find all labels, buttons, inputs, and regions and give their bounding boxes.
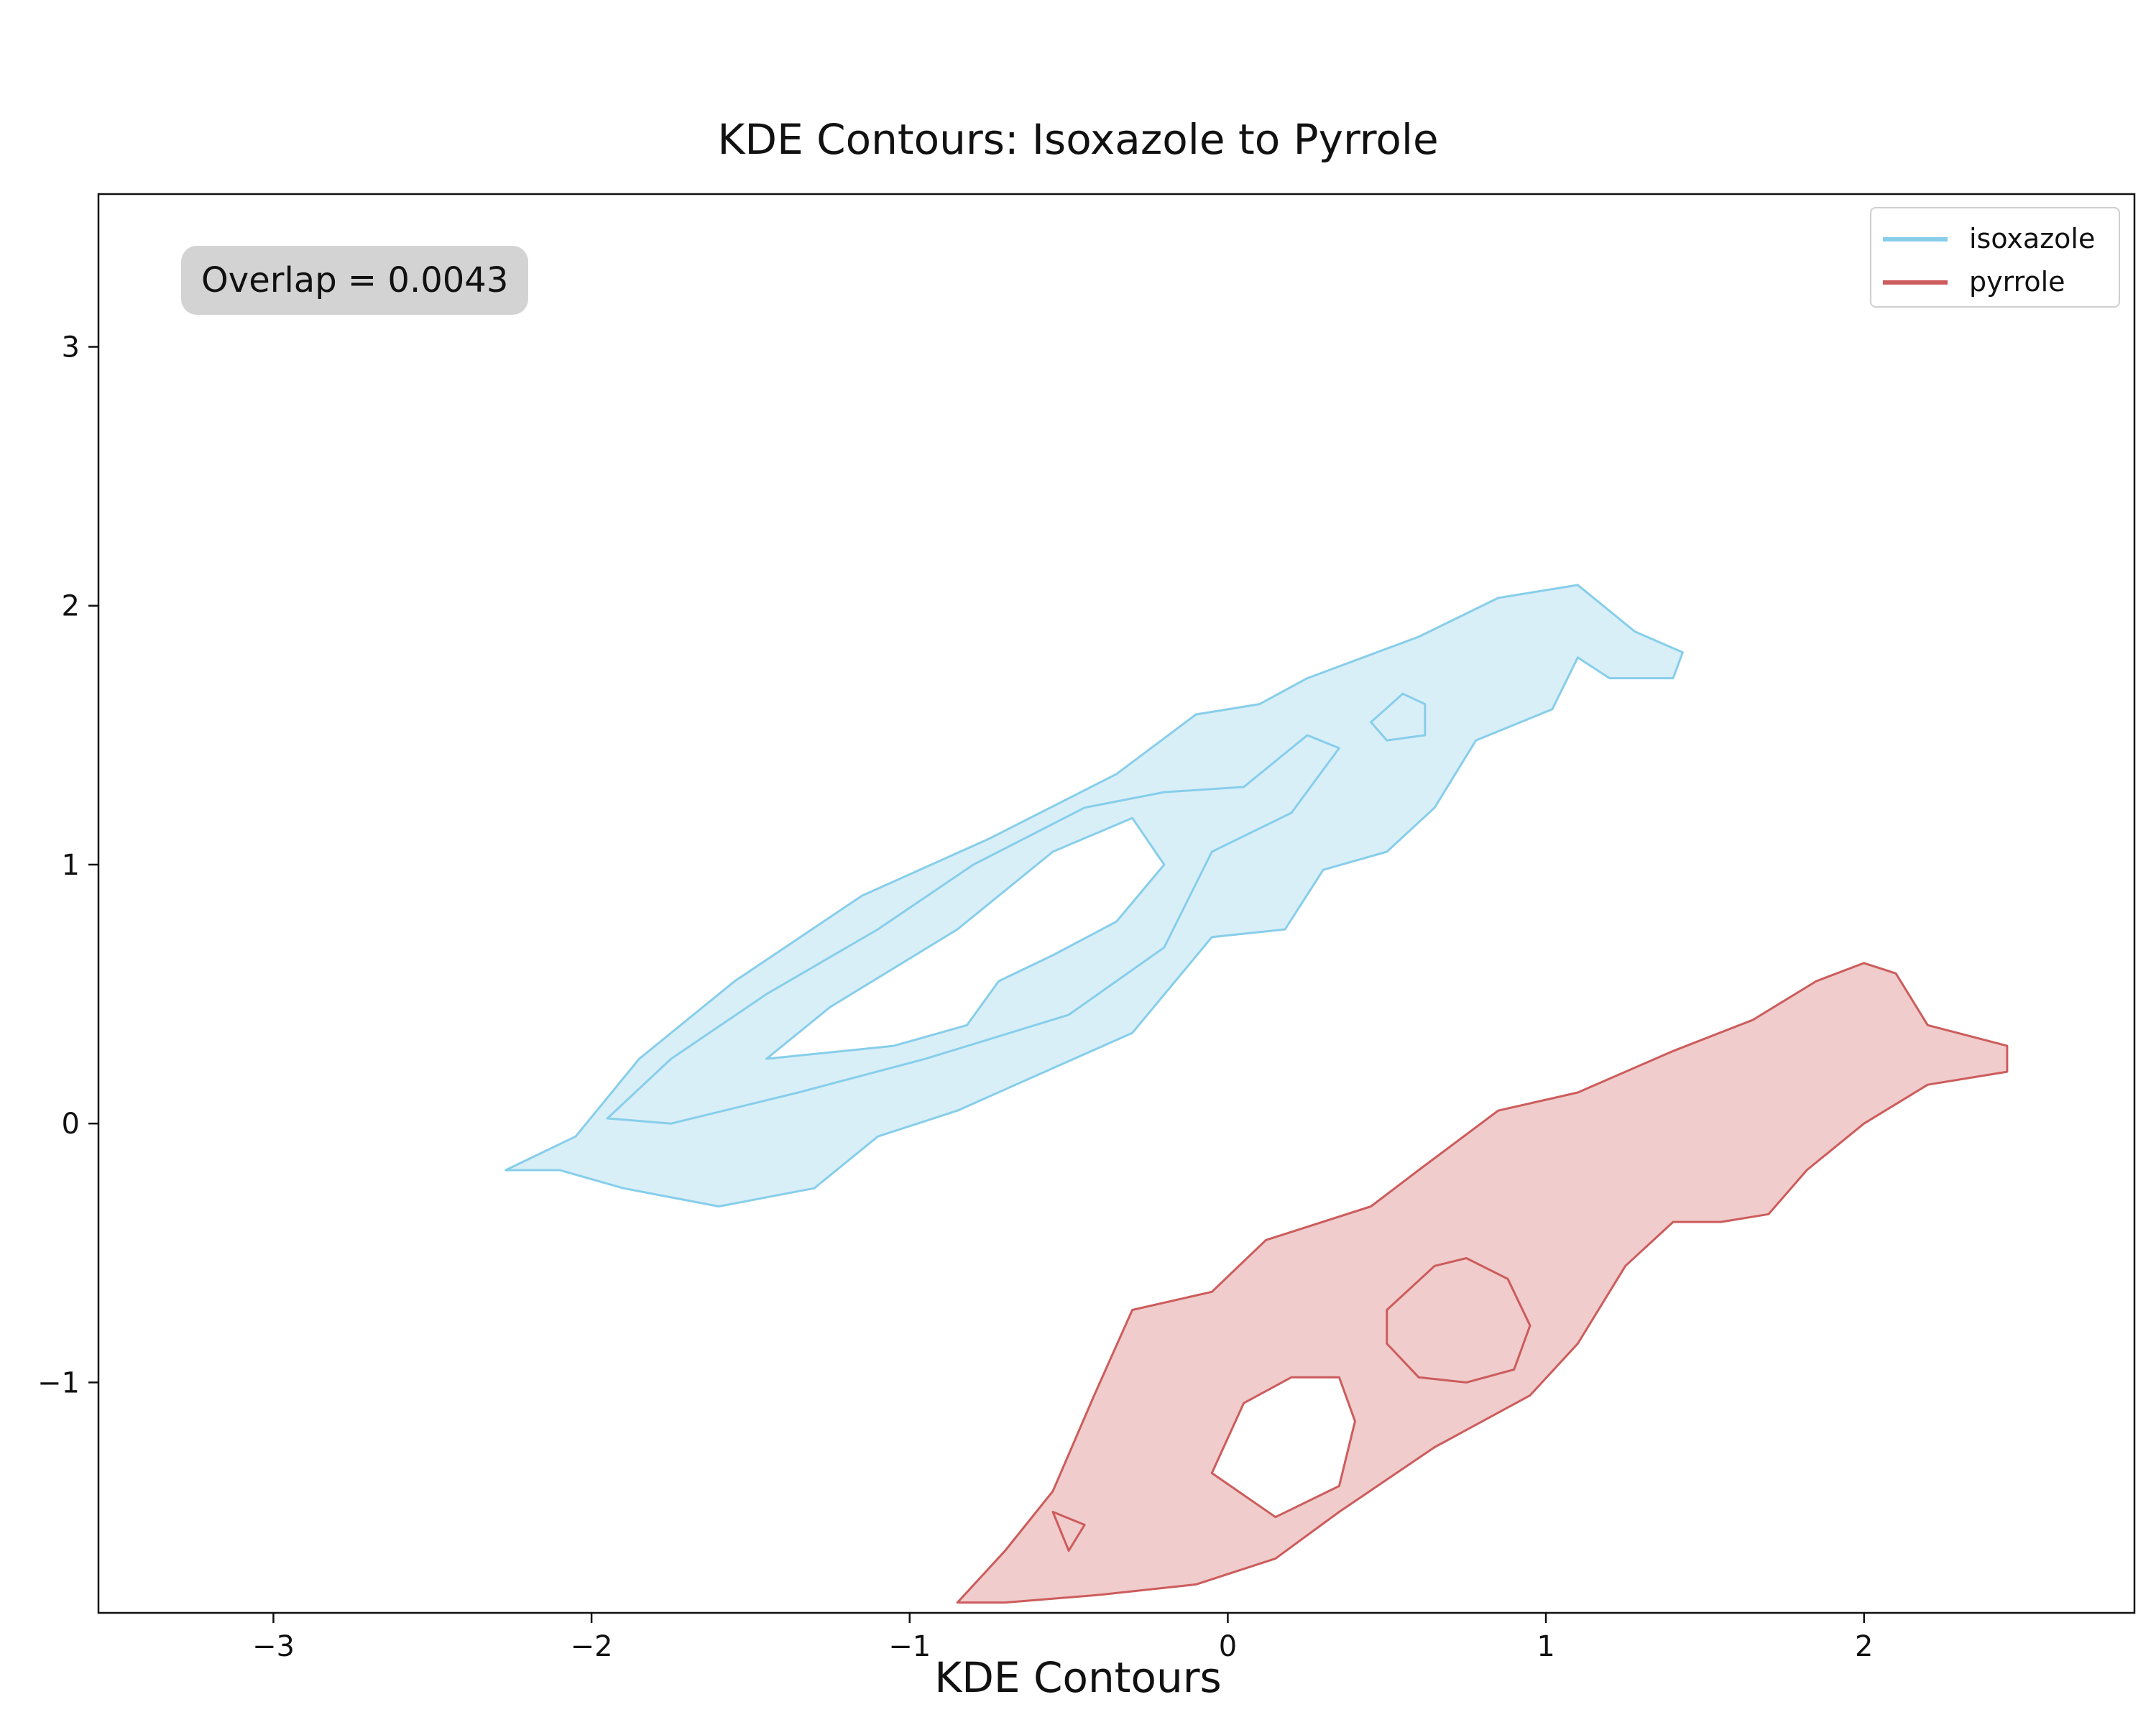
- legend-swatch-pyrrole: [1883, 280, 1948, 285]
- pyrrole-inner-contour-0: [1210, 1376, 1356, 1519]
- chart-title: KDE Contours: Isoxazole to Pyrrole: [717, 115, 1439, 164]
- legend: isoxazole pyrrole: [1870, 207, 2120, 308]
- legend-swatch-isoxazole: [1883, 237, 1948, 242]
- x-tick-label: 2: [1855, 1630, 1873, 1663]
- x-tick-label: −2: [571, 1630, 613, 1663]
- x-tick-label: 0: [1219, 1630, 1237, 1663]
- legend-label-pyrrole: pyrrole: [1969, 266, 2065, 298]
- y-tick-label: −1: [37, 1366, 80, 1399]
- y-tick-label: 3: [62, 331, 80, 364]
- x-axis-label: KDE Contours: [934, 1653, 1222, 1702]
- x-tick-label: −3: [252, 1630, 295, 1663]
- overlap-annotation: Overlap = 0.0043: [181, 246, 529, 315]
- legend-item-pyrrole: pyrrole: [1871, 264, 2119, 300]
- plot-area-frame: [97, 193, 2136, 1614]
- legend-item-isoxazole: isoxazole: [1871, 221, 2119, 257]
- y-tick-label: 1: [62, 849, 80, 882]
- isoxazole-inner-contour-2: [606, 734, 1340, 1125]
- pyrrole-inner-contour-2: [1051, 1511, 1086, 1552]
- y-tick-label: 0: [62, 1108, 80, 1141]
- x-tick-label: 1: [1537, 1630, 1554, 1663]
- x-tick-label: −1: [888, 1630, 931, 1663]
- isoxazole-inner-contour-1: [1370, 692, 1427, 742]
- pyrrole-outer-contour: [956, 962, 2009, 1604]
- legend-label-isoxazole: isoxazole: [1969, 223, 2096, 254]
- y-tick-label: 2: [62, 590, 80, 623]
- isoxazole-inner-contour-0: [765, 816, 1166, 1060]
- pyrrole-inner-contour-1: [1386, 1257, 1531, 1384]
